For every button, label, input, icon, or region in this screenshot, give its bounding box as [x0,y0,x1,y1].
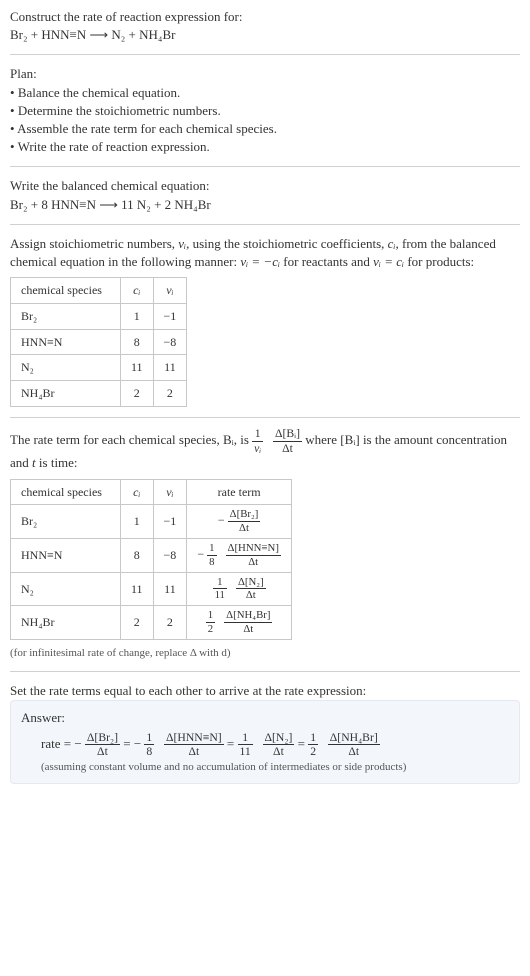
cell-species: N₂ [11,355,121,381]
divider [10,417,520,418]
intro-section: Construct the rate of reaction expressio… [10,8,520,44]
plan-section: Plan: Balance the chemical equation. Det… [10,65,520,156]
intro-equation: Br₂ + HNN≡N ⟶ N₂ + NH₄Br [10,26,520,44]
cell-nu: −8 [153,539,187,573]
c-i: cᵢ [388,236,396,251]
divider [10,166,520,167]
cell-nu: 2 [153,606,187,640]
cell-rate: 12 Δ[NH₄Br]Δt [187,606,292,640]
stoich-table: chemical species cᵢ νᵢ Br₂ 1 −1 HNN≡N 8 … [10,277,187,407]
text: for products: [404,254,474,269]
cell-nu: 11 [153,572,187,606]
col-nu: νᵢ [153,479,187,505]
plan-list: Balance the chemical equation. Determine… [10,84,520,157]
cell-c: 8 [120,539,153,573]
answer-box: Answer: rate = − Δ[Br₂]Δt = − 18 Δ[HNN≡N… [10,700,520,784]
final-section: Set the rate terms equal to each other t… [10,682,520,784]
plan-item: Determine the stoichiometric numbers. [10,102,520,120]
col-species: chemical species [11,479,121,505]
answer-expression: rate = − Δ[Br₂]Δt = − 18 Δ[HNN≡N]Δt = 11… [21,732,509,758]
cell-rate: 111 Δ[N₂]Δt [187,572,292,606]
col-rate: rate term [187,479,292,505]
cell-rate: − 18 Δ[HNN≡N]Δt [187,539,292,573]
answer-assumption: (assuming constant volume and no accumul… [21,760,509,775]
table-row: HNN≡N 8 −8 − 18 Δ[HNN≡N]Δt [11,539,292,573]
balanced-equation: Br₂ + 8 HNN≡N ⟶ 11 N₂ + 2 NH₄Br [10,196,520,214]
cell-c: 2 [120,606,153,640]
col-c: cᵢ [120,479,153,505]
cell-species: NH₄Br [11,606,121,640]
cell-nu: −1 [153,505,187,539]
stoich-text: Assign stoichiometric numbers, νᵢ, using… [10,235,520,271]
cell-c: 2 [120,381,153,407]
intro-heading: Construct the rate of reaction expressio… [10,8,520,26]
cell-nu: −1 [153,303,187,329]
divider [10,54,520,55]
table-header-row: chemical species cᵢ νᵢ rate term [11,479,292,505]
divider [10,671,520,672]
cell-nu: 11 [153,355,187,381]
frac: 1 νᵢ [252,428,263,454]
cell-species: Br₂ [11,303,121,329]
stoich-section: Assign stoichiometric numbers, νᵢ, using… [10,235,520,407]
cell-species: HNN≡N [11,329,121,355]
rel: νᵢ = −cᵢ [240,254,280,269]
plan-item: Assemble the rate term for each chemical… [10,120,520,138]
rateterm-note: (for infinitesimal rate of change, repla… [10,646,520,661]
cell-species: N₂ [11,572,121,606]
balanced-section: Write the balanced chemical equation: Br… [10,177,520,213]
col-nu: νᵢ [153,278,187,304]
cell-c: 11 [120,355,153,381]
cell-nu: −8 [153,329,187,355]
table-row: Br₂ 1 −1 [11,303,187,329]
rateterm-table: chemical species cᵢ νᵢ rate term Br₂ 1 −… [10,479,292,640]
balanced-heading: Write the balanced chemical equation: [10,177,520,195]
divider [10,224,520,225]
plan-item: Balance the chemical equation. [10,84,520,102]
cell-species: HNN≡N [11,539,121,573]
text: , using the stoichiometric coefficients, [186,236,388,251]
table-row: NH₄Br 2 2 [11,381,187,407]
frac: Δ[Bᵢ] Δt [273,428,302,454]
cell-nu: 2 [153,381,187,407]
table-row: N₂ 11 11 [11,355,187,381]
table-header-row: chemical species cᵢ νᵢ [11,278,187,304]
rate-word: rate = [41,736,74,751]
answer-label: Answer: [21,709,509,727]
cell-c: 8 [120,329,153,355]
cell-species: Br₂ [11,505,121,539]
nu-i: νᵢ [178,236,186,251]
table-row: N₂ 11 11 111 Δ[N₂]Δt [11,572,292,606]
col-species: chemical species [11,278,121,304]
text: The rate term for each chemical species,… [10,432,252,447]
text: for reactants and [280,254,373,269]
table-row: NH₄Br 2 2 12 Δ[NH₄Br]Δt [11,606,292,640]
cell-c: 1 [120,303,153,329]
text: Assign stoichiometric numbers, [10,236,178,251]
rel: νᵢ = cᵢ [373,254,404,269]
cell-species: NH₄Br [11,381,121,407]
table-row: HNN≡N 8 −8 [11,329,187,355]
table-row: Br₂ 1 −1 − Δ[Br₂]Δt [11,505,292,539]
cell-rate: − Δ[Br₂]Δt [187,505,292,539]
cell-c: 11 [120,572,153,606]
final-heading: Set the rate terms equal to each other t… [10,682,520,700]
rateterm-section: The rate term for each chemical species,… [10,428,520,661]
plan-heading: Plan: [10,65,520,83]
cell-c: 1 [120,505,153,539]
col-c: cᵢ [120,278,153,304]
rateterm-text: The rate term for each chemical species,… [10,428,520,473]
text: is time: [36,455,78,470]
plan-item: Write the rate of reaction expression. [10,138,520,156]
